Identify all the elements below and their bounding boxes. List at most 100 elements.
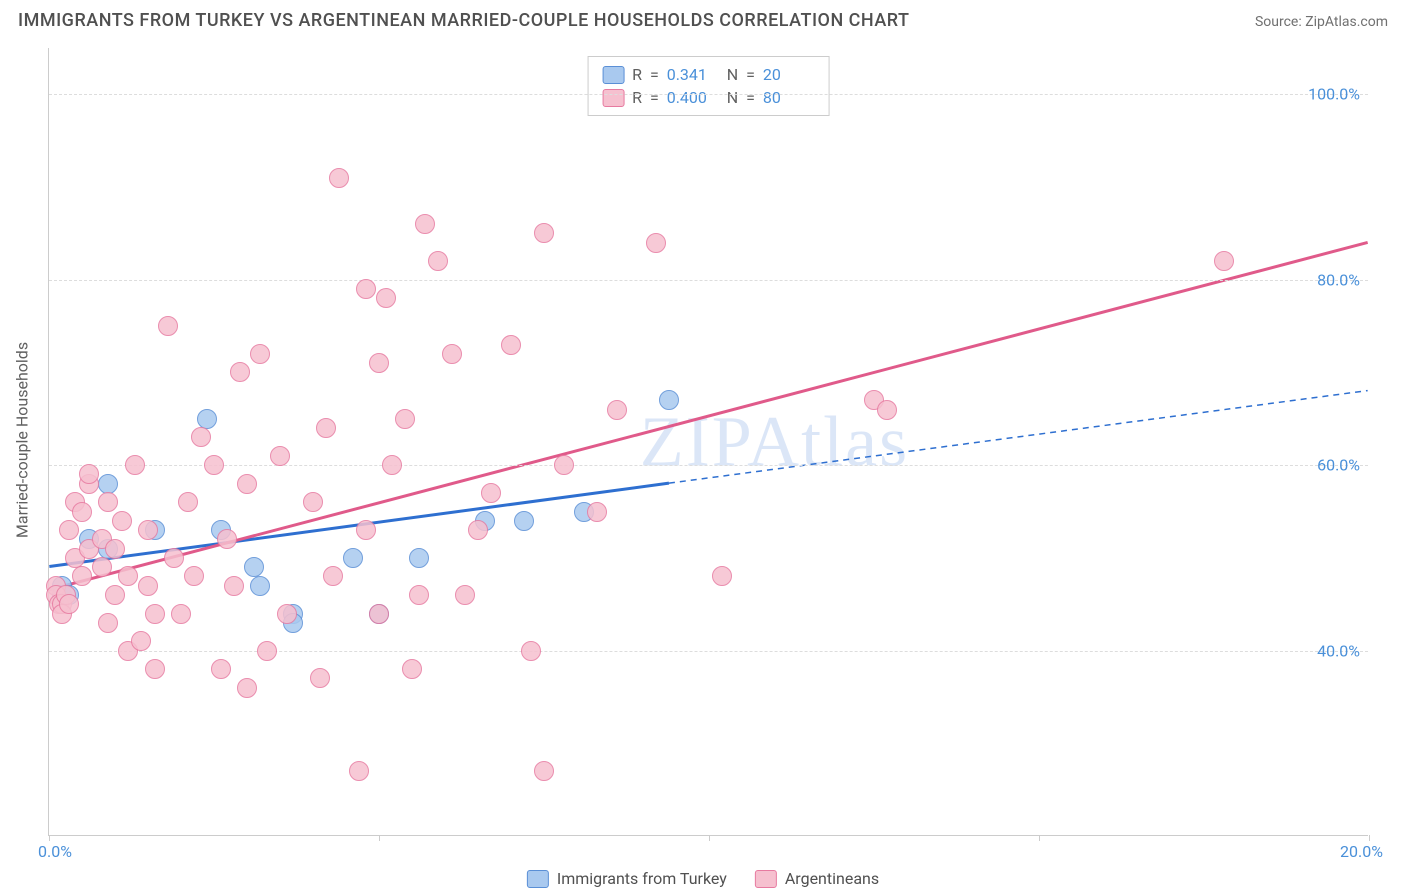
data-point — [455, 585, 475, 605]
data-point — [481, 483, 501, 503]
data-point — [415, 214, 435, 234]
data-point — [244, 557, 264, 577]
data-point — [105, 539, 125, 559]
data-point — [98, 613, 118, 633]
data-point — [356, 279, 376, 299]
gridline — [49, 280, 1368, 281]
data-point — [501, 335, 521, 355]
data-point — [442, 344, 462, 364]
data-point — [1214, 251, 1234, 271]
x-tick-mark — [1369, 835, 1370, 841]
data-point — [409, 585, 429, 605]
data-point — [237, 678, 257, 698]
data-point — [468, 520, 488, 540]
data-point — [217, 529, 237, 549]
x-tick-mark — [709, 835, 710, 841]
data-point — [145, 604, 165, 624]
data-point — [607, 400, 627, 420]
data-point — [125, 455, 145, 475]
data-point — [369, 604, 389, 624]
correlation-stats-box: R = 0.341 N = 20 R = 0.400 N = 80 — [587, 56, 830, 116]
gridline — [49, 94, 1368, 95]
data-point — [395, 409, 415, 429]
bottom-legend: Immigrants from Turkey Argentineans — [527, 869, 879, 888]
y-tick-label: 80.0% — [1317, 270, 1360, 289]
data-point — [428, 251, 448, 271]
data-point — [92, 557, 112, 577]
data-point — [59, 594, 79, 614]
x-tick-mark — [1039, 835, 1040, 841]
x-tick-label: 0.0% — [38, 842, 72, 861]
data-point — [72, 566, 92, 586]
data-point — [329, 168, 349, 188]
data-point — [250, 344, 270, 364]
data-point — [138, 576, 158, 596]
data-point — [659, 390, 679, 410]
data-point — [98, 492, 118, 512]
swatch-series-1 — [755, 870, 777, 888]
data-point — [712, 566, 732, 586]
data-point — [270, 446, 290, 466]
data-point — [230, 362, 250, 382]
r-label: R — [632, 65, 642, 84]
source-attribution: Source: ZipAtlas.com — [1255, 14, 1388, 30]
data-point — [237, 474, 257, 494]
data-point — [356, 520, 376, 540]
data-point — [158, 316, 178, 336]
x-tick-mark — [49, 835, 50, 841]
x-tick-mark — [379, 835, 380, 841]
swatch-series-0 — [602, 66, 624, 84]
data-point — [323, 566, 343, 586]
data-point — [402, 659, 422, 679]
data-point — [211, 659, 231, 679]
data-point — [877, 400, 897, 420]
n-label: N — [727, 88, 738, 107]
x-tick-label: 20.0% — [1340, 842, 1383, 861]
legend-item-0: Immigrants from Turkey — [527, 869, 727, 888]
equals-sign: = — [650, 65, 659, 84]
gridline — [49, 465, 1368, 466]
data-point — [554, 455, 574, 475]
data-point — [409, 548, 429, 568]
data-point — [138, 520, 158, 540]
chart-title: IMMIGRANTS FROM TURKEY VS ARGENTINEAN MA… — [18, 10, 910, 31]
data-point — [72, 502, 92, 522]
n-label: N — [727, 65, 738, 84]
equals-sign: = — [746, 88, 755, 107]
data-point — [197, 409, 217, 429]
n-value-0: 20 — [763, 65, 815, 84]
data-point — [171, 604, 191, 624]
data-point — [310, 668, 330, 688]
data-point — [79, 464, 99, 484]
stats-row-series-0: R = 0.341 N = 20 — [602, 63, 815, 86]
data-point — [224, 576, 244, 596]
data-point — [382, 455, 402, 475]
data-point — [534, 761, 554, 781]
data-point — [376, 288, 396, 308]
data-point — [534, 223, 554, 243]
equals-sign: = — [746, 65, 755, 84]
data-point — [277, 604, 297, 624]
swatch-series-1 — [602, 89, 624, 107]
data-point — [164, 548, 184, 568]
n-value-1: 80 — [763, 88, 815, 107]
legend-item-1: Argentineans — [755, 869, 879, 888]
data-point — [204, 455, 224, 475]
equals-sign: = — [650, 88, 659, 107]
swatch-series-0 — [527, 870, 549, 888]
data-point — [646, 233, 666, 253]
legend-label-1: Argentineans — [785, 869, 879, 888]
r-value-1: 0.400 — [667, 88, 719, 107]
r-value-0: 0.341 — [667, 65, 719, 84]
data-point — [369, 353, 389, 373]
data-point — [112, 511, 132, 531]
data-point — [131, 631, 151, 651]
data-point — [178, 492, 198, 512]
scatter-plot-area: ZIPAtlas R = 0.341 N = 20 R = 0.400 N = … — [48, 48, 1368, 836]
y-tick-label: 40.0% — [1317, 641, 1360, 660]
data-point — [257, 641, 277, 661]
stats-row-series-1: R = 0.400 N = 80 — [602, 86, 815, 109]
data-point — [145, 659, 165, 679]
data-point — [105, 585, 125, 605]
y-tick-label: 100.0% — [1308, 85, 1360, 104]
